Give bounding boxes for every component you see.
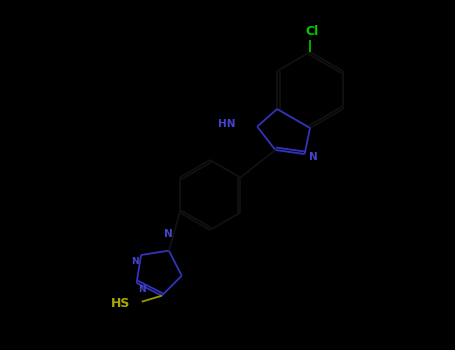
Text: HN: HN bbox=[217, 119, 235, 128]
Text: N: N bbox=[163, 229, 172, 239]
Text: N: N bbox=[131, 257, 139, 266]
Text: Cl: Cl bbox=[305, 25, 318, 38]
Text: N: N bbox=[308, 152, 318, 162]
Text: HS: HS bbox=[111, 297, 130, 310]
Text: N: N bbox=[139, 285, 146, 294]
